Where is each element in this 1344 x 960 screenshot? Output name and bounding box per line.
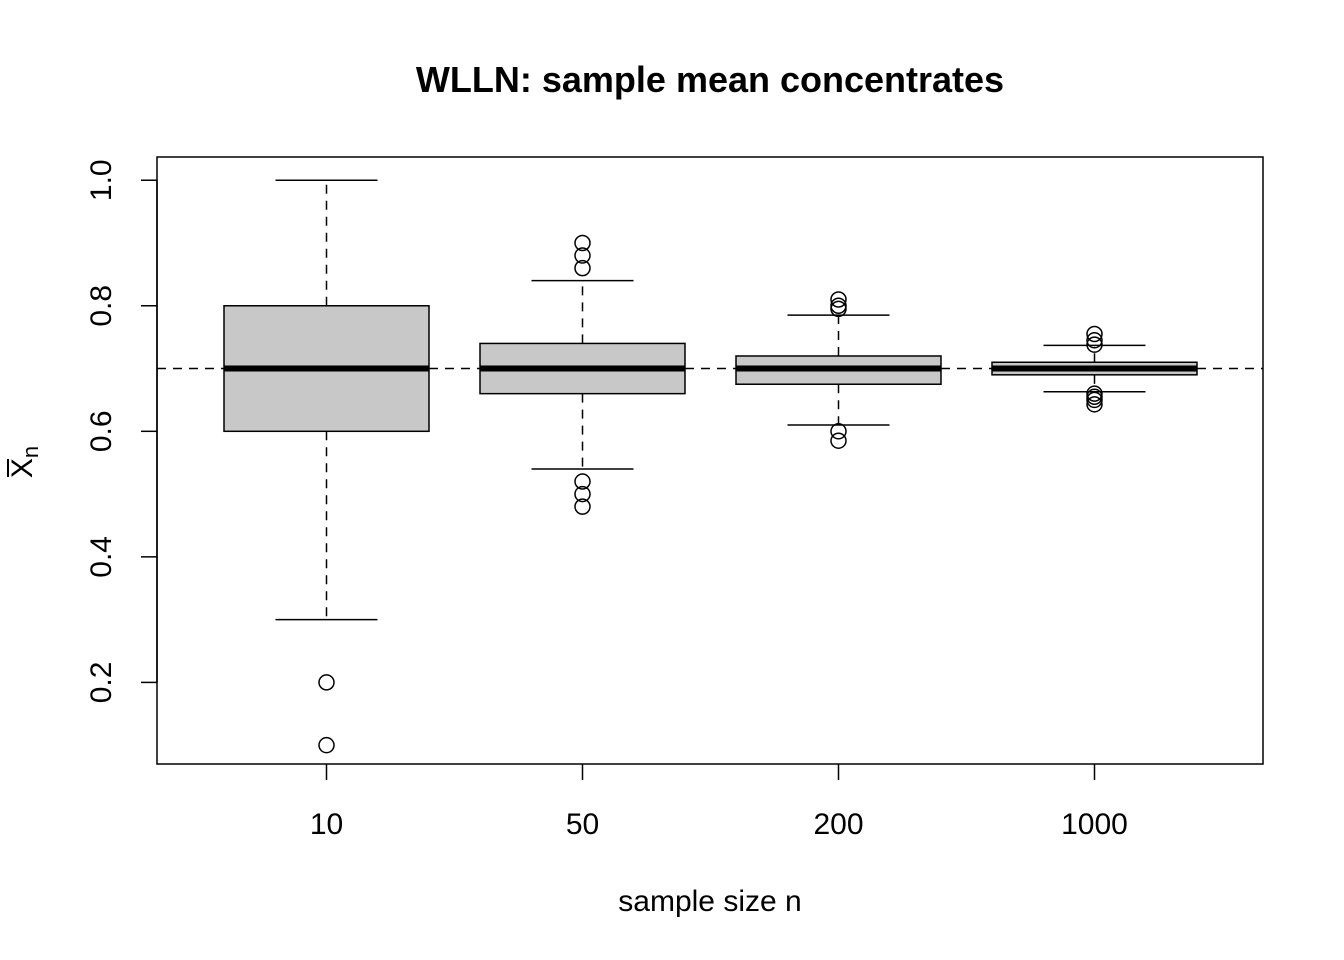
outlier-point — [1086, 332, 1103, 349]
y-axis-label: Xn — [6, 446, 43, 478]
y-tick-label: 0.2 — [85, 662, 118, 704]
y-axis-label-symbol: Xn — [6, 446, 43, 478]
outlier-point — [830, 291, 847, 308]
outlier-point — [574, 485, 591, 503]
x-tick-label: 200 — [813, 808, 863, 841]
box-10 — [223, 179, 430, 754]
boxes-group — [223, 179, 1198, 754]
outlier-point — [1086, 391, 1103, 409]
box-200 — [735, 291, 942, 449]
outlier-point — [1086, 336, 1103, 353]
plot-frame — [156, 156, 1264, 765]
outlier-point — [1086, 325, 1103, 343]
y-tick-label: 0.8 — [85, 285, 118, 327]
outlier-point — [830, 300, 847, 318]
x-tick-label: 50 — [566, 808, 599, 841]
outlier-point — [574, 473, 591, 490]
y-tick-label: 0.4 — [85, 536, 118, 578]
outlier-point — [574, 234, 591, 252]
outlier-point — [574, 259, 591, 277]
y-tick-label: 1.0 — [85, 159, 118, 201]
outlier-point — [830, 423, 847, 440]
x-axis-label: sample size n — [618, 885, 801, 918]
outlier-point — [830, 432, 847, 449]
outlier-point — [318, 674, 335, 691]
y-tick-label: 0.6 — [85, 410, 118, 452]
outlier-point — [1086, 396, 1103, 413]
x-axis: 10 50 200 1000 — [310, 764, 1128, 841]
x-tick-label: 1000 — [1061, 808, 1128, 841]
outlier-point — [574, 498, 591, 515]
outlier-point — [574, 247, 591, 264]
y-axis: 0.2 0.4 0.6 0.8 1.0 — [85, 159, 158, 704]
x-tick-label: 10 — [310, 808, 343, 841]
outlier-point — [318, 736, 335, 754]
box-50 — [479, 234, 686, 515]
chart-title: WLLN: sample mean concentrates — [416, 59, 1004, 100]
